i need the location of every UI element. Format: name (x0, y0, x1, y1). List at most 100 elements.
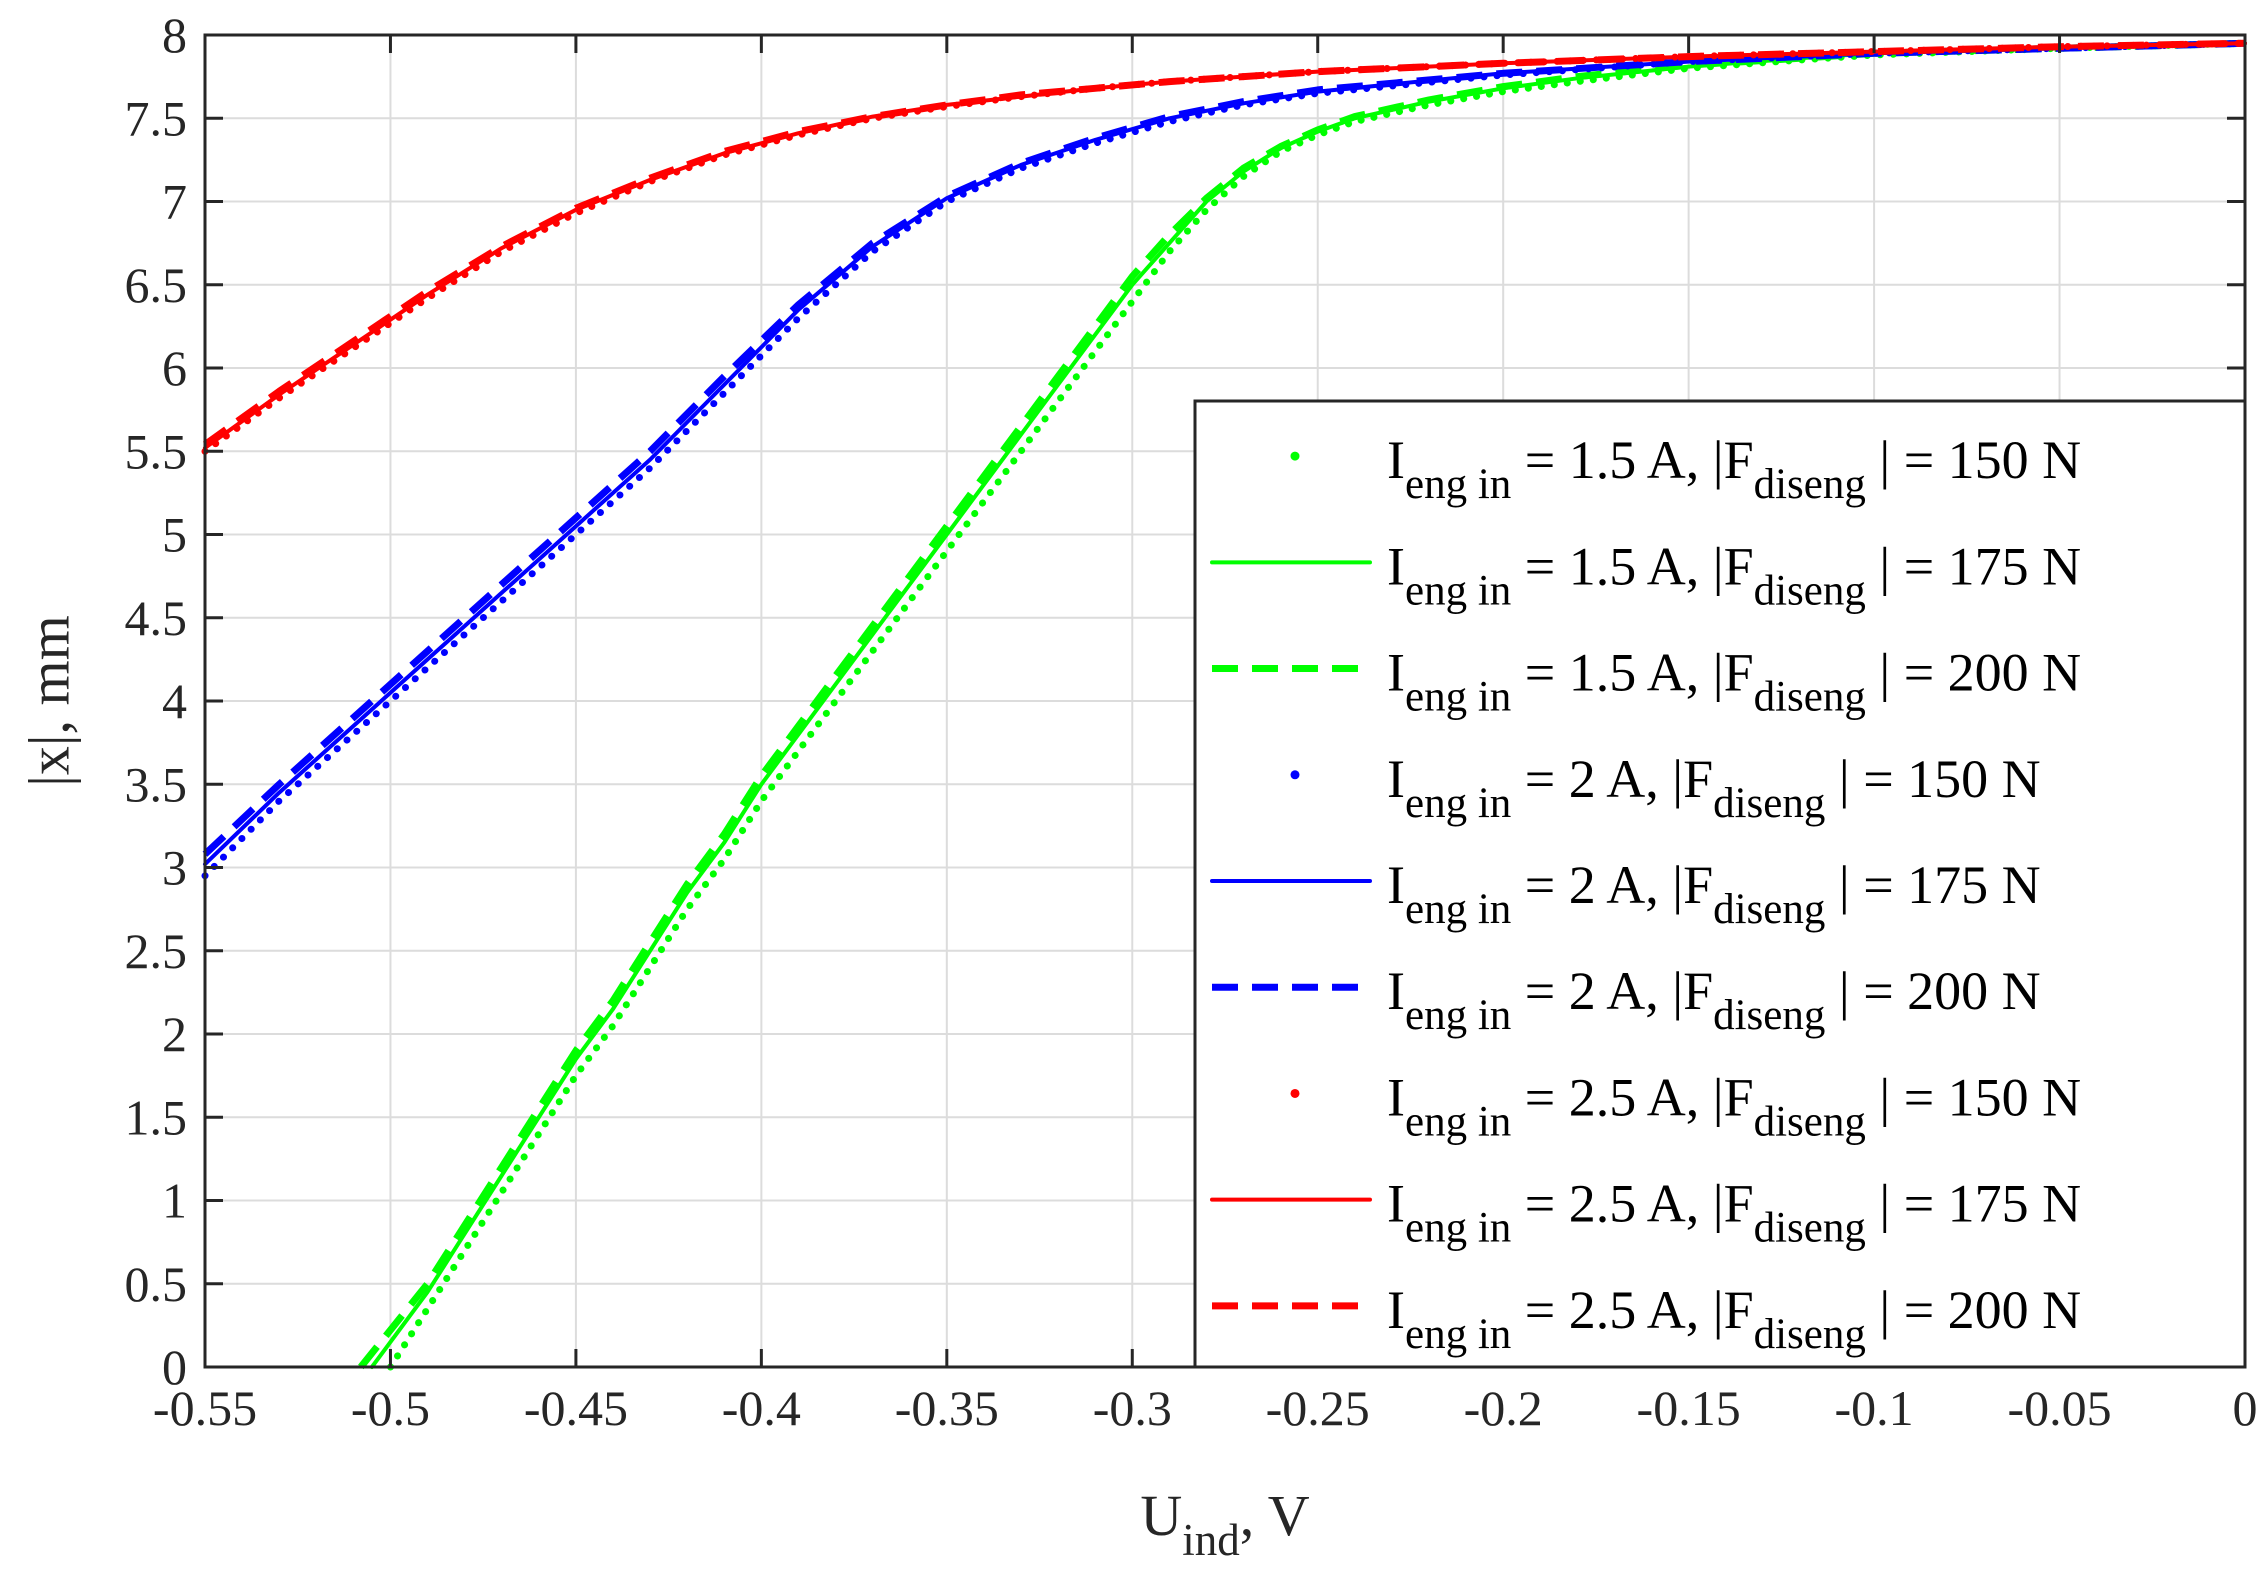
legend-label-subscript: diseng (1754, 1311, 1866, 1358)
x-tick-label: -0.2 (1464, 1380, 1543, 1436)
legend-label-subscript: eng in (1405, 674, 1511, 721)
series-layer (201, 39, 2249, 1371)
legend-label-subscript: eng in (1405, 886, 1511, 933)
legend-label-text: | = 175 N (1866, 536, 2081, 596)
x-tick-label: -0.5 (351, 1380, 430, 1436)
series-line-2 (369, 41, 2247, 1369)
legend-label-text: = 1.5 A, |F (1511, 536, 1753, 596)
legend-label-text: | = 175 N (1866, 1174, 2081, 1234)
legend-label-text: I (1387, 1280, 1405, 1340)
legend-label-text: = 2.5 A, |F (1511, 1174, 1753, 1234)
legend: Ieng in = 1.5 A, |Fdiseng | = 150 NIeng … (1193, 399, 2247, 1369)
legend-label-text: = 2 A, |F (1511, 749, 1713, 809)
legend-label: Ieng in = 1.5 A, |Fdiseng | = 175 N (1387, 536, 2081, 614)
legend-label-subscript: diseng (1754, 1098, 1866, 1145)
legend-label-subscript: eng in (1405, 461, 1511, 508)
legend-label-text: = 2 A, |F (1511, 855, 1713, 915)
y-tick-label: 0 (162, 1339, 187, 1395)
legend-marker-dot (1290, 451, 1300, 461)
legend-label: Ieng in = 2.5 A, |Fdiseng | = 175 N (1387, 1174, 2081, 1252)
legend-label: Ieng in = 1.5 A, |Fdiseng | = 200 N (1387, 643, 2081, 721)
legend-label-subscript: diseng (1754, 1205, 1866, 1252)
y-tick-label: 6.5 (125, 257, 188, 313)
x-tick-label: -0.45 (524, 1380, 628, 1436)
y-tick-label: 4 (162, 673, 187, 729)
x-axis-label: Uind, V (1140, 1483, 1309, 1565)
legend-label-text: I (1387, 1067, 1405, 1127)
y-tick-label: 2.5 (125, 923, 188, 979)
legend-label-subscript: eng in (1405, 1311, 1511, 1358)
legend-label: Ieng in = 2.5 A, |Fdiseng | = 200 N (1387, 1280, 2081, 1358)
legend-label-text: = 1.5 A, |F (1511, 643, 1753, 703)
x-axis-label-subscript: ind (1182, 1515, 1240, 1565)
legend-label-subscript: eng in (1405, 780, 1511, 827)
legend-label-subscript: diseng (1713, 780, 1825, 827)
legend-label-text: | = 150 N (1866, 1067, 2081, 1127)
y-tick-label: 0.5 (125, 1256, 188, 1312)
x-axis-label-text: U (1140, 1483, 1182, 1548)
legend-marker-dot (1290, 770, 1300, 780)
x-tick-label: -0.15 (1637, 1380, 1741, 1436)
legend-label-text: | = 150 N (1866, 430, 2081, 490)
y-tick-label: 8 (162, 7, 187, 63)
legend-label-text: = 1.5 A, |F (1511, 430, 1753, 490)
y-tick-label: 1 (162, 1173, 187, 1229)
legend-label-subscript: eng in (1405, 567, 1511, 614)
legend-label-text: I (1387, 1174, 1405, 1234)
series-line-9 (202, 39, 2246, 448)
legend-label-text: | = 200 N (1866, 643, 2081, 703)
x-tick-label: -0.35 (895, 1380, 999, 1436)
axis-ticks: -0.55 -0.5 -0.45 -0.4 -0.35 -0.3 -0.25 -0.2 -0.1… (125, 7, 2258, 1436)
legend-label-text: I (1387, 749, 1405, 809)
series-line-6 (202, 39, 2246, 857)
legend-label-subscript: diseng (1754, 567, 1866, 614)
legend-label: Ieng in = 2 A, |Fdiseng | = 175 N (1387, 855, 2041, 933)
y-tick-label: 7 (162, 174, 187, 230)
y-tick-label: 3 (162, 840, 187, 896)
y-tick-label: 1.5 (125, 1089, 188, 1145)
x-axis-label-unit: , V (1240, 1483, 1310, 1548)
legend-label: Ieng in = 2 A, |Fdiseng | = 150 N (1387, 749, 2041, 827)
legend-label-subscript: eng in (1405, 1098, 1511, 1145)
series-line-3 (358, 39, 2246, 1370)
legend-label-subscript: diseng (1754, 461, 1866, 508)
y-tick-label: 7.5 (125, 90, 188, 146)
series-line-1 (387, 39, 2249, 1371)
legend-label-text: | = 200 N (1825, 961, 2040, 1021)
y-tick-label: 5 (162, 507, 187, 563)
y-tick-label: 6 (162, 340, 187, 396)
legend-label-subscript: diseng (1754, 674, 1866, 721)
legend-label-text: | = 150 N (1825, 749, 2040, 809)
x-tick-label: -0.1 (1835, 1380, 1914, 1436)
legend-label: Ieng in = 1.5 A, |Fdiseng | = 150 N (1387, 430, 2081, 508)
legend-label-subscript: diseng (1713, 886, 1825, 933)
legend-marker-dot (1290, 1088, 1300, 1098)
legend-label-text: = 2 A, |F (1511, 961, 1713, 1021)
legend-label-text: | = 175 N (1825, 855, 2040, 915)
legend-label-text: I (1387, 536, 1405, 596)
legend-label-text: I (1387, 430, 1405, 490)
legend-label-text: I (1387, 855, 1405, 915)
legend-label: Ieng in = 2 A, |Fdiseng | = 200 N (1387, 961, 2041, 1039)
legend-label-text: | = 200 N (1866, 1280, 2081, 1340)
legend-label-subscript: eng in (1405, 1205, 1511, 1252)
legend-label-text: = 2.5 A, |F (1511, 1067, 1753, 1127)
x-tick-label: -0.4 (722, 1380, 801, 1436)
legend-label-text: I (1387, 643, 1405, 703)
legend-label-subscript: eng in (1405, 992, 1511, 1039)
y-tick-label: 2 (162, 1006, 187, 1062)
legend-label-text: I (1387, 961, 1405, 1021)
x-tick-label: 0 (2233, 1380, 2258, 1436)
y-tick-label: 4.5 (125, 590, 188, 646)
x-tick-label: -0.05 (2007, 1380, 2111, 1436)
legend-label-subscript: diseng (1713, 992, 1825, 1039)
x-tick-label: -0.3 (1093, 1380, 1172, 1436)
x-tick-label: -0.55 (153, 1380, 257, 1436)
y-tick-label: 5.5 (125, 423, 188, 479)
y-tick-label: 3.5 (125, 756, 188, 812)
legend-label: Ieng in = 2.5 A, |Fdiseng | = 150 N (1387, 1067, 2081, 1145)
y-axis-label: |x|, mm (16, 615, 81, 786)
x-tick-label: -0.25 (1266, 1380, 1370, 1436)
legend-label-text: = 2.5 A, |F (1511, 1280, 1753, 1340)
